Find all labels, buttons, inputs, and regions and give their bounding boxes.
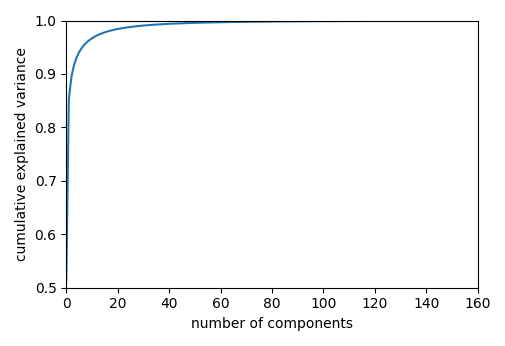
Y-axis label: cumulative explained variance: cumulative explained variance xyxy=(15,47,29,261)
X-axis label: number of components: number of components xyxy=(190,317,352,331)
